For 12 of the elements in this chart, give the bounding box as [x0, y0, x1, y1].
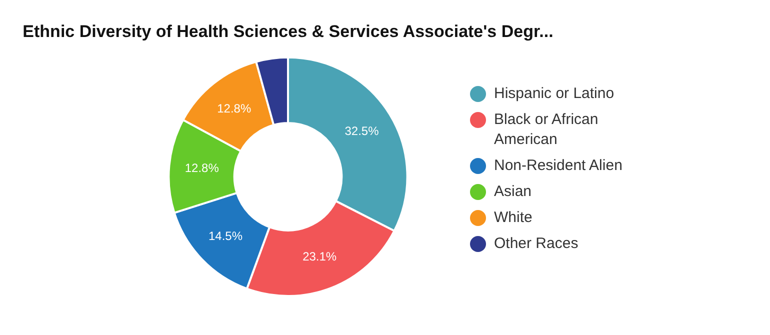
data-label: 12.8%	[184, 160, 220, 175]
data-label: 14.5%	[208, 228, 243, 243]
legend-label: Other Races	[494, 234, 578, 254]
data-label: 23.1%	[302, 250, 337, 264]
legend-label: Asian	[494, 182, 532, 202]
legend-label: White	[494, 208, 532, 228]
legend-label: Hispanic or Latino	[494, 84, 614, 104]
chart-title: Ethnic Diversity of Health Sciences & Services Associate's Degr...	[22, 22, 554, 41]
data-label: 12.8%	[217, 101, 252, 116]
data-label: 32.5%	[344, 124, 380, 138]
legend-label: Non-Resident Alien	[494, 156, 622, 176]
legend-label: Black or African American	[494, 110, 600, 150]
